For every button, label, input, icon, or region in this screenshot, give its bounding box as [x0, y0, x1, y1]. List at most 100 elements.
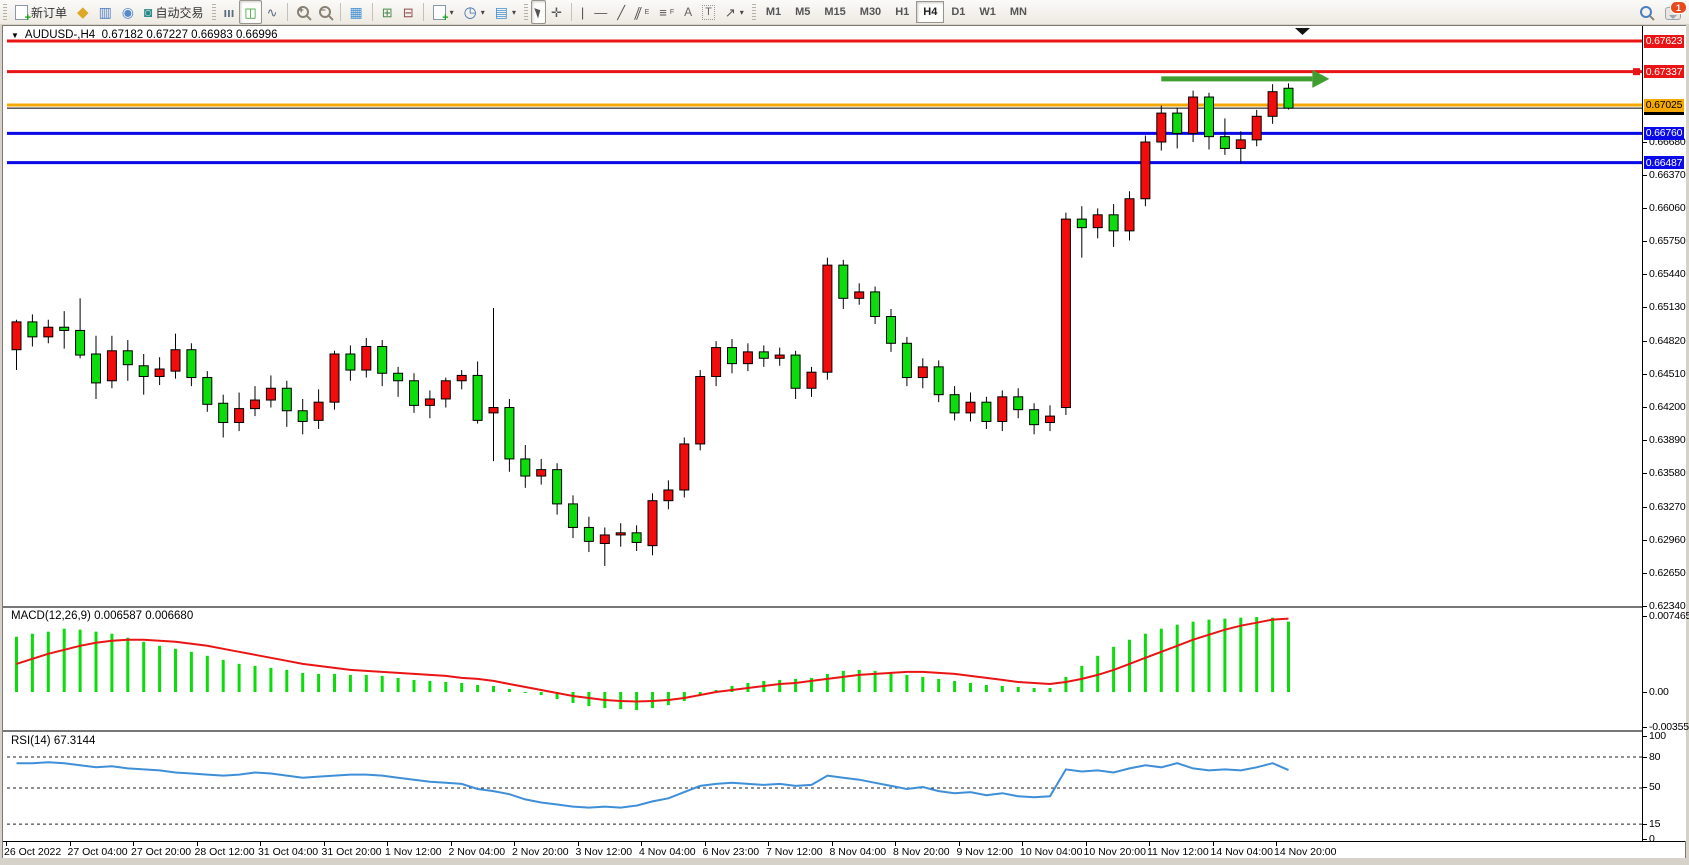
vertical-line-tool-button[interactable]: | — [576, 0, 589, 24]
candle — [774, 354, 785, 359]
new-order-button[interactable]: + 新订单 — [10, 0, 72, 24]
rsi-line — [16, 761, 1289, 809]
report-button[interactable]: ▥ — [94, 0, 117, 24]
macd-min-tick — [1643, 727, 1647, 729]
fibonacci-tool-button[interactable]: ≡ F — [659, 4, 675, 20]
macd-zero-label: 0.00 — [1649, 685, 1669, 698]
chevron-down-icon: ▾ — [511, 7, 516, 17]
chart-window-frame: ▼ AUDUSD-,H4 0.67182 0.67227 0.66983 0.6… — [0, 24, 1689, 865]
tile-windows-button[interactable]: ▦ — [345, 0, 368, 24]
price-chart-plot[interactable] — [7, 26, 1642, 606]
candle — [43, 326, 54, 338]
price-badge: 0.67025 — [1644, 98, 1684, 112]
toolbar-drag-handle[interactable] — [751, 4, 756, 20]
indicator-window-button[interactable]: ⊞ — [377, 0, 398, 24]
price-badge: 0.66760 — [1644, 126, 1684, 140]
candle — [281, 387, 292, 412]
candle — [727, 347, 737, 365]
delete-window-button[interactable]: ⊟ — [398, 0, 419, 24]
toolbar-drag-handle[interactable] — [3, 4, 7, 20]
price-badge: 0.67337 — [1644, 65, 1684, 79]
time-label: 26 Oct 2022 — [4, 846, 62, 858]
candle — [424, 398, 435, 406]
macd-histogram — [15, 617, 1290, 711]
vertical-line-icon: | — [580, 4, 585, 20]
deposit-button[interactable]: ◆ — [72, 0, 94, 24]
candle — [488, 407, 499, 414]
channel-tool-button[interactable]: ∥ E — [632, 4, 650, 20]
time-label: 9 Nov 12:00 — [956, 846, 1014, 858]
macd-bar — [682, 692, 686, 702]
zoom-out-button[interactable]: − — [314, 0, 336, 24]
macd-bar — [30, 633, 34, 692]
text-icon: A — [684, 4, 693, 19]
add-indicator-button[interactable]: + ▾ — [428, 0, 459, 24]
text-label-tool-button[interactable]: T — [697, 0, 720, 24]
toolbar-drag-handle[interactable] — [211, 4, 216, 20]
chevron-down-icon: ▾ — [739, 7, 744, 17]
macd-bar — [189, 651, 193, 692]
timeframe-button-MN[interactable]: MN — [1009, 6, 1027, 18]
chart-shift-marker[interactable] — [1295, 28, 1310, 35]
time-axis[interactable]: 26 Oct 2022 27 Oct 04:00 27 Oct 20:00 28 Oc… — [3, 841, 1685, 858]
timeframe-button-M30[interactable]: M30 — [859, 6, 882, 18]
price-tick-tick — [1643, 373, 1647, 375]
candle — [440, 380, 451, 400]
line-drag-handle[interactable] — [1633, 68, 1640, 76]
price-badge: 0.67623 — [1644, 34, 1684, 48]
collapse-icon[interactable]: ▼ — [11, 30, 19, 40]
candle — [1045, 415, 1055, 424]
macd-bar — [905, 674, 909, 692]
chart-close: 0.66996 — [235, 29, 278, 41]
horizontal-line-tool-button[interactable]: — — [589, 0, 612, 24]
candle — [472, 374, 483, 421]
auto-trading-button[interactable]: ◙ 自动交易 — [139, 0, 208, 24]
template-button[interactable]: ▤ ▾ — [490, 0, 521, 24]
trendline-tool-button[interactable]: ╱ — [612, 0, 630, 24]
zoom-in-button[interactable]: + — [292, 0, 314, 24]
bar-chart-mode-button[interactable]: ııı — [219, 0, 240, 24]
line-chart-mode-button[interactable]: ∿ — [262, 0, 283, 24]
candle — [1140, 141, 1151, 200]
arrows-tool-button[interactable]: ↗ ▾ — [720, 0, 749, 24]
trend-arrow-annotation[interactable] — [1161, 69, 1330, 88]
report-icon: ▥ — [98, 3, 112, 20]
macd-bar — [825, 673, 829, 692]
chevron-down-icon: ▾ — [480, 7, 485, 17]
candlestick-mode-button[interactable]: ◫ — [239, 0, 262, 24]
macd-indicator-plot[interactable] — [7, 608, 1642, 730]
period-clock-button[interactable]: ◷ ▾ — [459, 0, 490, 24]
clock-icon: ◷ — [463, 3, 477, 21]
rsi-tick-label: 0 — [1649, 833, 1655, 846]
chevron-down-icon: ▾ — [449, 7, 454, 17]
cursor-tool-button[interactable] — [530, 0, 546, 24]
time-label: 3 Nov 12:00 — [575, 846, 633, 858]
rsi-indicator-plot[interactable] — [7, 733, 1642, 841]
chart-symbol-period: AUDUSD-,H4 — [24, 29, 96, 41]
time-label: 27 Oct 20:00 — [131, 846, 192, 858]
candle — [297, 410, 308, 422]
candle — [59, 326, 70, 331]
notifications-button[interactable]: 1 — [1665, 1, 1687, 20]
panel-splitter-rsi[interactable] — [3, 730, 1685, 732]
candle — [1076, 218, 1087, 229]
macd-bar — [1287, 621, 1290, 692]
macd-bar — [1255, 617, 1259, 692]
timeframe-button-W1[interactable]: W1 — [979, 6, 996, 18]
search-button[interactable] — [1635, 0, 1657, 24]
text-tool-button[interactable]: A — [679, 0, 697, 24]
toolbar-drag-handle[interactable] — [523, 4, 528, 20]
timeframe-button-D1[interactable]: D1 — [951, 6, 966, 18]
macd-bar — [1175, 624, 1179, 692]
horizontal-level-lines — [7, 39, 1642, 165]
timeframe-button-M1[interactable]: M1 — [765, 6, 782, 18]
price-axis[interactable]: 0.66680 0.66370 0.66060 0.65750 0.65440 0.651… — [1642, 26, 1689, 845]
panel-splitter-macd[interactable] — [3, 606, 1685, 608]
broadcast-button[interactable]: ◉ — [117, 0, 139, 24]
timeframe-button-H1[interactable]: H1 — [895, 6, 910, 18]
timeframe-button-M5[interactable]: M5 — [795, 6, 811, 18]
macd-bar — [94, 631, 98, 692]
crosshair-tool-button[interactable]: ✛ — [546, 0, 567, 24]
timeframe-button-M15[interactable]: M15 — [824, 6, 846, 18]
timeframe-button-H4[interactable]: H4 — [916, 1, 945, 23]
